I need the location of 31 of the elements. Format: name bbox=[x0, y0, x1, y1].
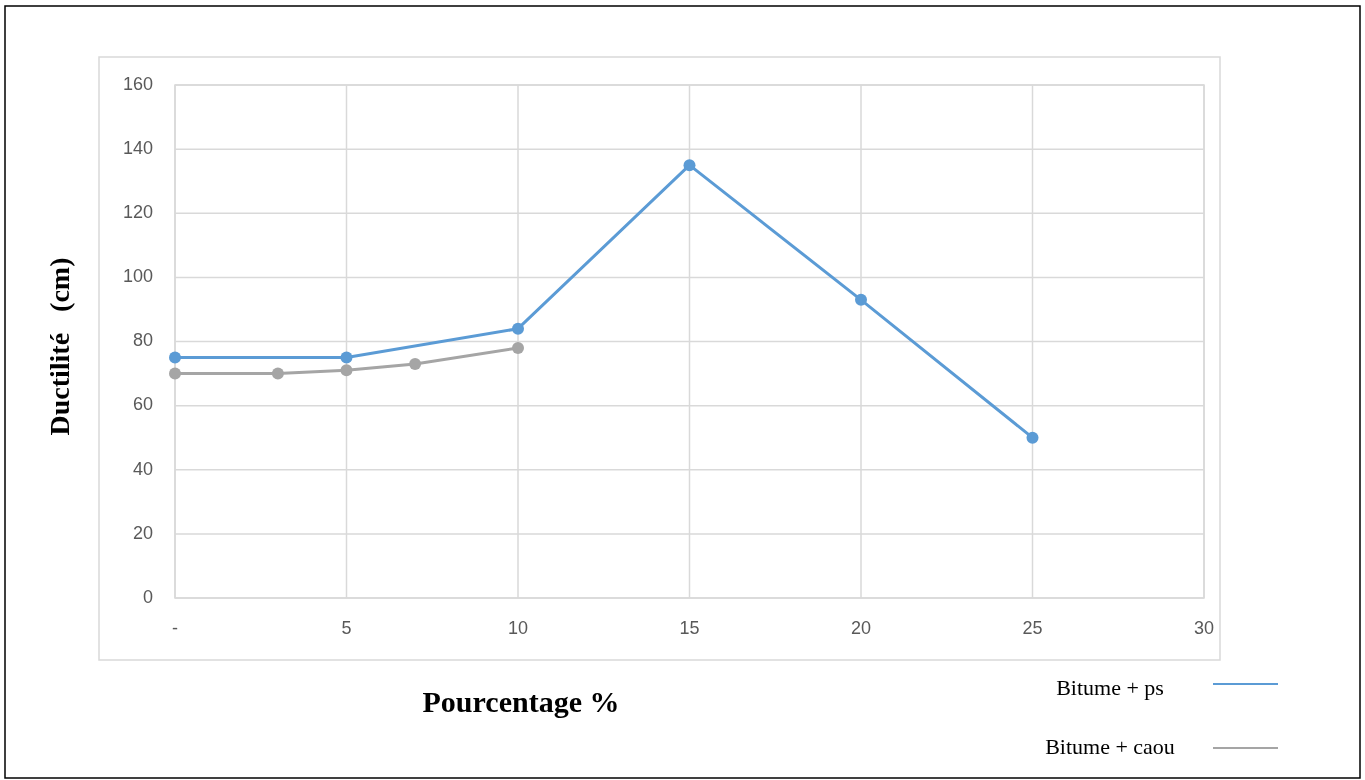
y-tick-label: 140 bbox=[122, 137, 153, 158]
x-tick-label: 25 bbox=[1022, 617, 1043, 638]
point bbox=[512, 322, 524, 335]
point bbox=[855, 293, 867, 306]
point bbox=[409, 357, 422, 370]
legend-label: Bitume + ps bbox=[1056, 675, 1164, 701]
y-tick-label: 80 bbox=[132, 330, 153, 351]
point bbox=[340, 351, 353, 364]
point bbox=[683, 159, 696, 172]
point bbox=[1026, 431, 1039, 444]
point bbox=[169, 351, 181, 364]
point bbox=[169, 367, 181, 380]
x-tick-label: 5 bbox=[341, 617, 352, 638]
x-tick-label: 20 bbox=[850, 617, 872, 638]
point bbox=[271, 367, 284, 380]
y-tick-label: 120 bbox=[122, 202, 153, 222]
y-axis-title: Ductilité (cm) bbox=[44, 257, 76, 436]
x-tick-label: - bbox=[172, 617, 178, 638]
x-tick-label: 30 bbox=[1193, 617, 1215, 638]
y-tick-label: 0 bbox=[142, 586, 153, 607]
point bbox=[340, 364, 353, 377]
legend-label: Bitume + caou bbox=[1045, 734, 1175, 760]
y-tick-label: 100 bbox=[122, 266, 153, 287]
y-tick-label: 20 bbox=[132, 522, 153, 543]
x-tick-label: 10 bbox=[507, 617, 529, 638]
y-tick-label: 60 bbox=[132, 394, 153, 415]
x-tick-label: 15 bbox=[679, 617, 700, 638]
point bbox=[512, 341, 524, 354]
y-tick-label: 160 bbox=[122, 73, 153, 94]
y-tick-label: 40 bbox=[132, 458, 153, 479]
x-axis-title: Pourcentage % bbox=[422, 684, 620, 718]
